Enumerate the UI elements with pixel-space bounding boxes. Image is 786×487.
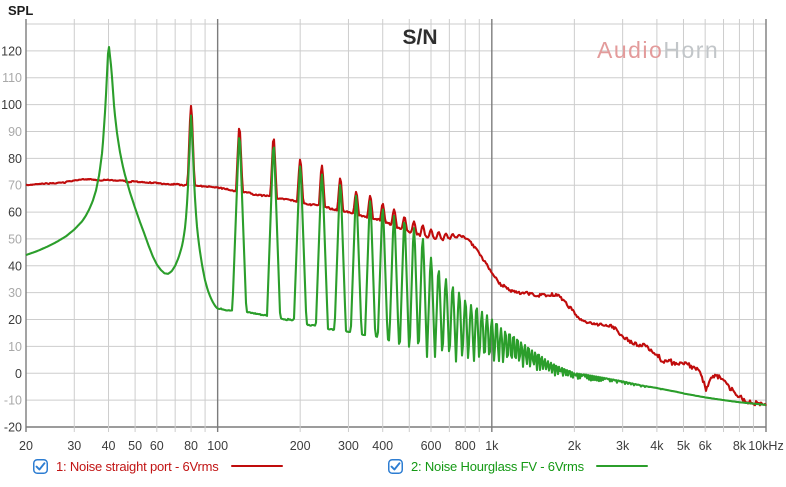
x-tick-label: 300 xyxy=(338,439,359,453)
x-tick-label: 1k xyxy=(485,439,499,453)
x-tick-label: 200 xyxy=(290,439,311,453)
y-tick-label: 60 xyxy=(8,206,22,220)
series-2-noise-hourglass-fv-curve xyxy=(25,45,767,406)
x-tick-label: 60 xyxy=(150,439,164,453)
legend-1-checkbox[interactable] xyxy=(33,458,48,474)
x-tick-label: 800 xyxy=(455,439,476,453)
x-tick-label: 600 xyxy=(421,439,442,453)
x-tick-label: 3k xyxy=(616,439,630,453)
legend-item-1: 1: Noise straight port - 6Vrms xyxy=(33,457,283,475)
x-tick-label: 4k xyxy=(650,439,664,453)
y-tick-label: 50 xyxy=(8,232,22,246)
legend-2-checkbox[interactable] xyxy=(388,458,403,474)
y-tick-label: 80 xyxy=(8,152,22,166)
legend-2-label: 2: Noise Hourglass FV - 6Vrms xyxy=(411,458,584,474)
x-tick-label: 100 xyxy=(207,439,228,453)
y-tick-label: -10 xyxy=(4,394,22,408)
watermark-logo-part1: Audio xyxy=(597,37,664,63)
legend-2-swatch xyxy=(595,464,648,468)
x-tick-label: 80 xyxy=(184,439,198,453)
legend-item-2: 2: Noise Hourglass FV - 6Vrms xyxy=(388,457,648,475)
x-tick-label: 8k xyxy=(733,439,747,453)
y-tick-label: 100 xyxy=(1,98,22,112)
x-tick-label: 20 xyxy=(19,439,33,453)
chart-title: S/N xyxy=(402,26,438,49)
x-tick-label: 5k xyxy=(677,439,691,453)
x-tick-label: 400 xyxy=(372,439,393,453)
checkmark-icon xyxy=(390,461,401,470)
watermark-logo-part2: Horn xyxy=(663,37,720,63)
y-tick-label: 20 xyxy=(8,313,22,327)
x-tick-label: 10kHz xyxy=(748,439,783,453)
checkmark-icon xyxy=(35,461,46,470)
x-tick-label: 30 xyxy=(67,439,81,453)
y-axis-title: SPL xyxy=(8,3,34,18)
x-tick-label: 6k xyxy=(699,439,713,453)
y-tick-label: 10 xyxy=(8,340,22,354)
x-tick-label: 50 xyxy=(128,439,142,453)
legend-1-label: 1: Noise straight port - 6Vrms xyxy=(56,458,219,474)
y-tick-label: 40 xyxy=(8,259,22,273)
x-tick-label: 40 xyxy=(102,439,116,453)
y-tick-label: 0 xyxy=(15,367,22,381)
y-tick-label: 110 xyxy=(2,71,22,85)
watermark-logo: AudioHorn xyxy=(597,37,719,64)
y-tick-label: 90 xyxy=(8,125,22,139)
y-tick-label: 30 xyxy=(8,286,22,300)
y-tick-label: 120 xyxy=(1,44,22,58)
x-tick-label: 2k xyxy=(568,439,582,453)
y-tick-label: -20 xyxy=(4,421,22,435)
series-1-noise-straight-port-curve xyxy=(25,104,767,407)
legend-1-swatch xyxy=(230,464,283,468)
y-tick-label: 70 xyxy=(8,179,22,193)
